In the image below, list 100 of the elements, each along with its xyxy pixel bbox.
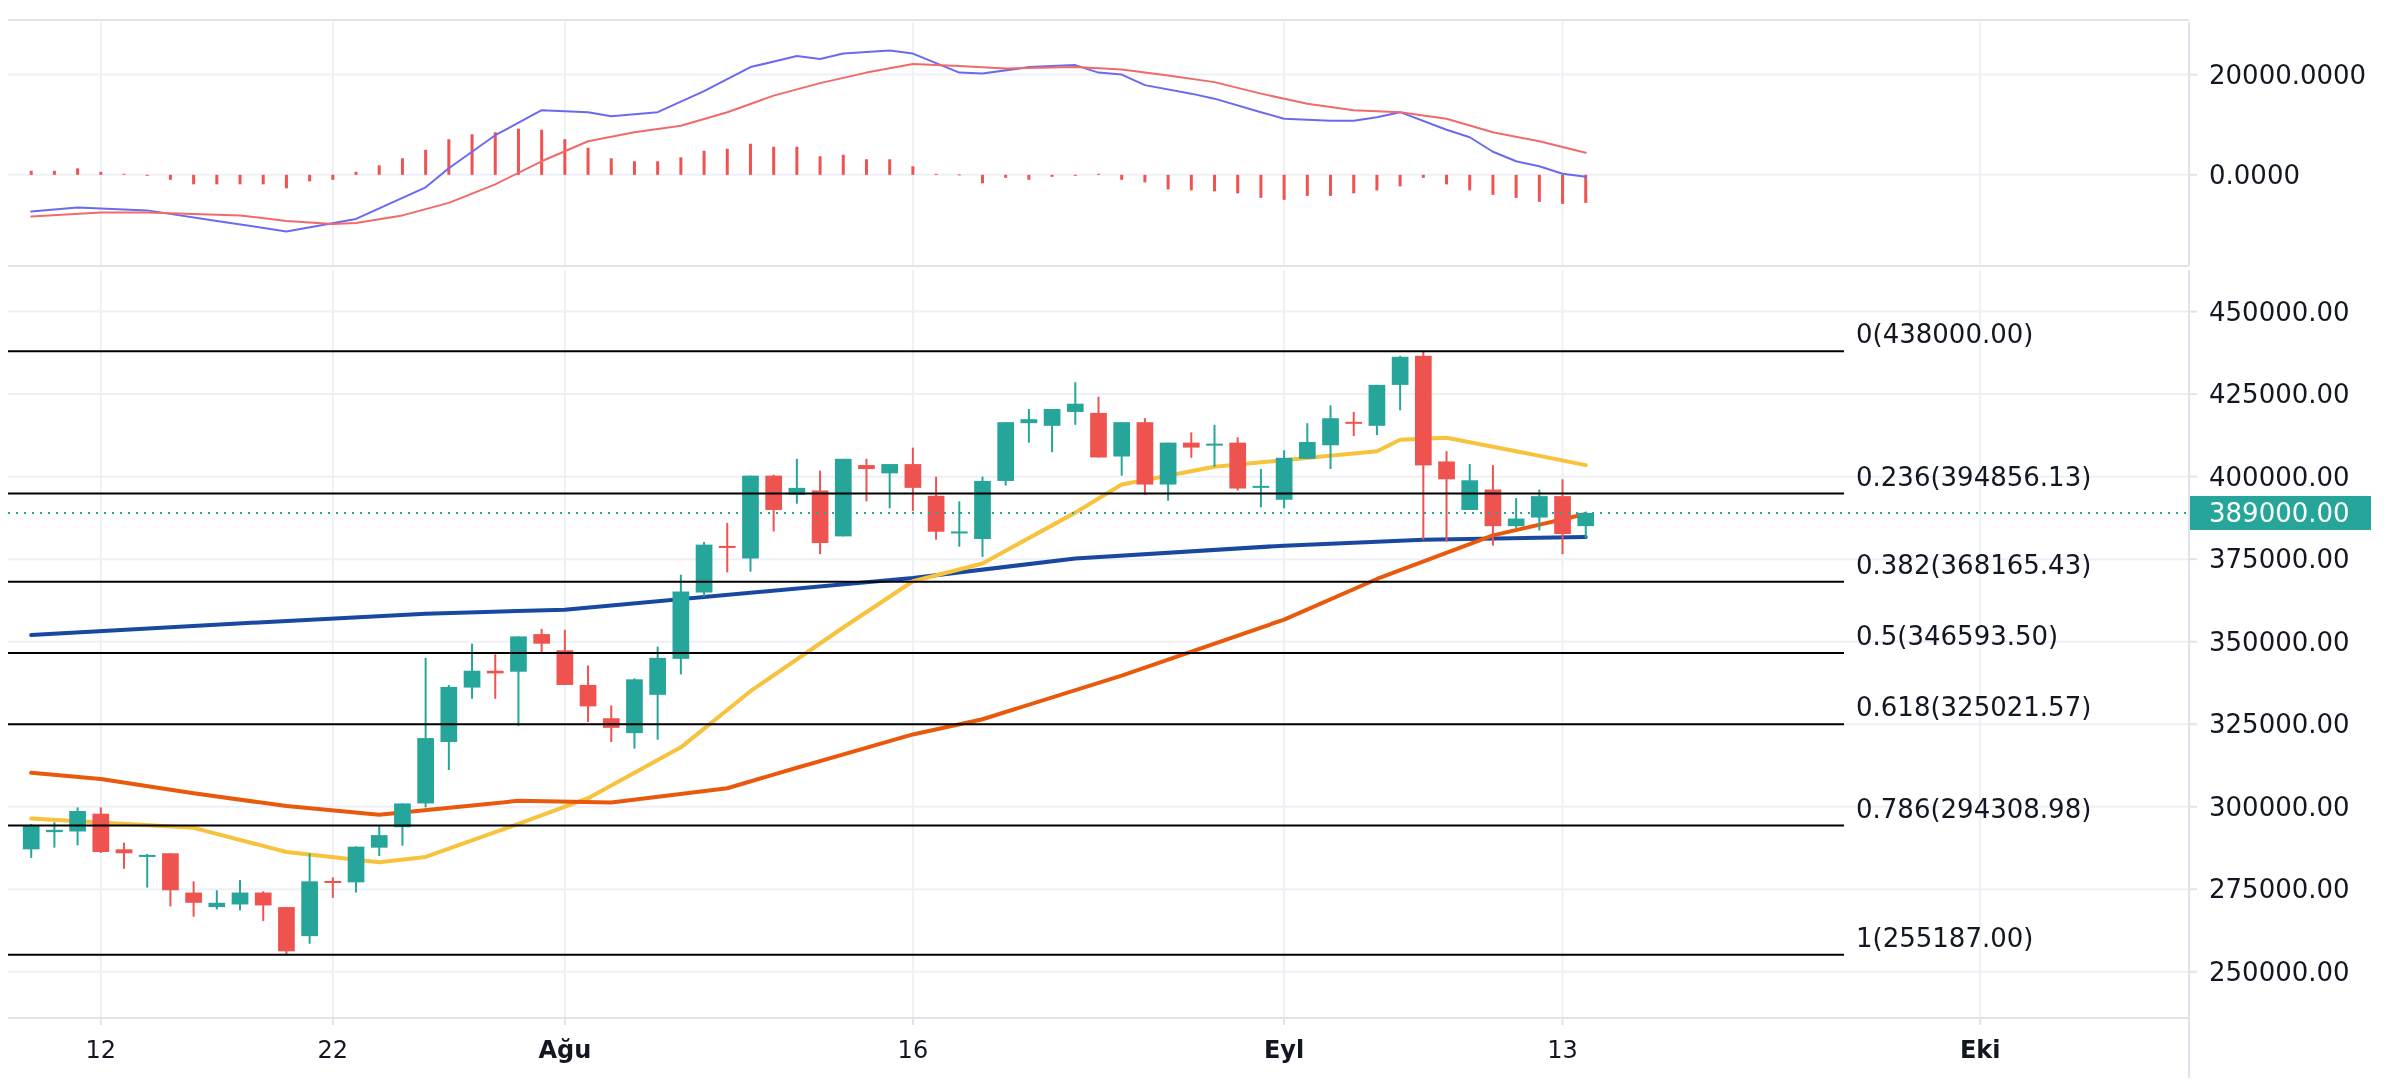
bar: [377, 165, 381, 175]
bar: [238, 174, 242, 185]
ref-line-label: 0.236(394856.13): [1856, 461, 2092, 492]
bar: [1561, 174, 1565, 204]
bar: [1421, 174, 1425, 178]
bar: [447, 139, 451, 175]
bar: [1213, 174, 1217, 192]
bar: [1375, 174, 1379, 191]
bar: [725, 148, 729, 175]
x-tick-label: Eyl: [1263, 1036, 1305, 1064]
bar: [331, 174, 335, 180]
candlestick: [394, 802, 411, 847]
bar: [516, 128, 520, 175]
bar: [1584, 174, 1588, 203]
y-tick-label: 20000.0000: [2209, 59, 2367, 90]
y-tick-label: 425000.00: [2209, 379, 2350, 410]
bar: [52, 170, 56, 175]
x-tick-label: 13: [1547, 1036, 1578, 1064]
y-tick-label: 350000.00: [2209, 626, 2350, 657]
bar: [1189, 174, 1193, 191]
bar: [656, 161, 660, 175]
bar: [470, 134, 474, 175]
ref-line-label: 0.5(346593.50): [1856, 620, 2059, 651]
candlestick: [858, 457, 875, 503]
ref-line-label: 389000.00: [2209, 497, 2350, 528]
bar: [1305, 174, 1309, 196]
bar: [1329, 174, 1333, 196]
bar: [748, 143, 752, 175]
bar: [99, 171, 103, 175]
candlestick: [1182, 431, 1200, 459]
bar: [1143, 174, 1147, 183]
bar: [308, 174, 312, 182]
bar: [1259, 174, 1263, 198]
bar: [400, 158, 404, 175]
candlestick: [1252, 468, 1270, 509]
bar: [1027, 174, 1031, 180]
y-tick-label: 275000.00: [2209, 874, 2350, 905]
bar: [864, 159, 868, 175]
y-tick-label: 0.0000: [2209, 159, 2300, 190]
candlestick: [138, 852, 156, 889]
candlestick: [1206, 423, 1223, 468]
bar: [192, 174, 196, 185]
bar: [424, 149, 428, 175]
candlestick: [1020, 407, 1038, 444]
bar: [609, 158, 613, 175]
bar: [888, 159, 892, 175]
candlestick: [1043, 407, 1061, 454]
x-tick-label: 12: [85, 1036, 117, 1064]
candlestick: [324, 876, 342, 899]
bar: [261, 174, 265, 185]
candlestick: [904, 446, 922, 512]
bar: [1445, 174, 1449, 185]
ref-line-label: 0.786(294308.98): [1856, 793, 2092, 824]
bar: [702, 150, 706, 175]
bar: [1120, 174, 1124, 180]
x-tick-label: 22: [317, 1036, 349, 1064]
candlestick: [533, 627, 550, 653]
bar: [1514, 174, 1518, 198]
bar: [1468, 174, 1472, 191]
ref-line-label: 0.382(368165.43): [1856, 549, 2092, 580]
candlestick: [370, 824, 388, 857]
bar: [540, 129, 544, 175]
x-tick-label: Ağu: [538, 1036, 592, 1064]
bar: [168, 174, 172, 180]
bar: [586, 147, 590, 175]
candlestick: [1345, 410, 1363, 438]
bar: [76, 168, 80, 175]
candlestick: [579, 664, 597, 723]
bar: [215, 174, 219, 185]
bar: [1236, 174, 1240, 194]
candlestick: [463, 642, 481, 700]
bar: [1491, 174, 1495, 195]
x-tick-label: Eki: [1959, 1036, 2001, 1064]
y-tick-label: 450000.00: [2209, 296, 2350, 327]
bar: [632, 161, 636, 175]
bar: [563, 139, 567, 175]
candlestick: [185, 880, 202, 918]
candlestick: [208, 889, 226, 911]
bar: [354, 171, 358, 175]
bar: [841, 154, 845, 175]
x-tick-label: 16: [897, 1036, 929, 1064]
bar: [1004, 174, 1008, 178]
y-tick-label: 300000.00: [2209, 791, 2350, 822]
line-series: [29, 535, 1588, 638]
candlestick: [881, 463, 899, 510]
bar: [772, 146, 776, 175]
ref-line-label: 1(255187.00): [1856, 922, 2034, 953]
bar: [1050, 174, 1054, 177]
bar: [980, 174, 984, 184]
bar: [795, 146, 799, 175]
bar: [29, 170, 33, 175]
bar: [679, 157, 683, 175]
candlestick: [254, 890, 272, 922]
y-tick-label: 375000.00: [2209, 544, 2350, 575]
bar: [1537, 174, 1541, 202]
bar: [493, 132, 497, 175]
candlestick: [1298, 422, 1316, 460]
bar: [911, 166, 915, 175]
candlestick: [1066, 381, 1084, 426]
bar: [1398, 174, 1402, 187]
